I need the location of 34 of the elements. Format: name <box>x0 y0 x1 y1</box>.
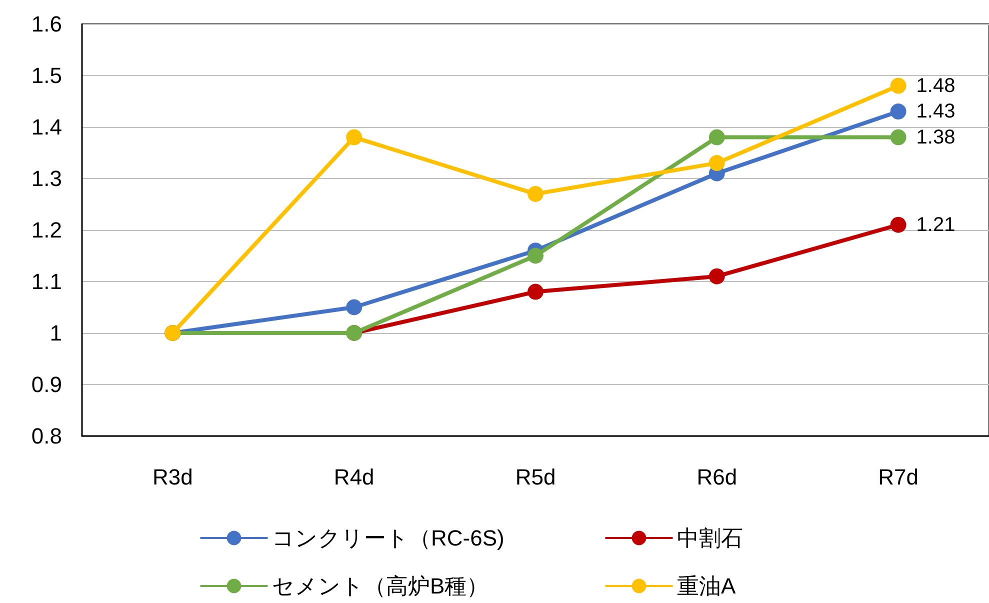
point <box>890 78 906 94</box>
y-tick-label: 0.9 <box>31 372 62 397</box>
data-label: 1.21 <box>916 214 956 236</box>
point <box>708 268 725 284</box>
point <box>346 299 362 316</box>
point <box>708 155 725 172</box>
y-tick-label: 1.5 <box>31 63 62 88</box>
y-tick-label: 1.3 <box>31 166 62 191</box>
data-label: 1.38 <box>916 126 956 148</box>
y-tick-label: 1 <box>50 320 62 346</box>
y-tick-label: 1.2 <box>31 218 62 242</box>
point <box>528 248 544 264</box>
data-label: 1.48 <box>916 74 956 97</box>
point <box>708 129 725 146</box>
point <box>890 104 906 120</box>
point <box>890 216 906 233</box>
legend-label: 中割石 <box>677 526 743 550</box>
x-tick-label: R7d <box>878 464 918 490</box>
y-tick-label: 1.4 <box>31 114 62 140</box>
point <box>890 129 906 146</box>
legend-label: 重油A <box>677 574 736 598</box>
legend-label: コンクリート（RC-6S) <box>272 526 504 550</box>
legend-label: セメント（高炉B種） <box>272 574 489 598</box>
y-tick-label: 1.1 <box>31 269 62 294</box>
x-tick-label: R5d <box>515 464 556 490</box>
data-label: 1.43 <box>916 100 956 123</box>
x-tick-label: R6d <box>696 464 738 490</box>
point <box>528 284 544 300</box>
x-tick-label: R3d <box>152 464 193 490</box>
x-tick-label: R4d <box>334 464 374 490</box>
point <box>346 129 362 146</box>
y-tick-label: 0.8 <box>31 424 62 448</box>
y-tick-label: 1.6 <box>31 12 62 36</box>
point <box>528 186 544 202</box>
